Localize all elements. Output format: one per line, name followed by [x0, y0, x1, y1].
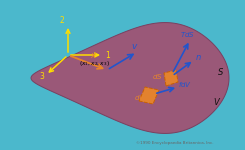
Text: 3: 3 [39, 72, 44, 81]
Text: $x$: $x$ [89, 51, 97, 60]
Text: $S$: $S$ [217, 66, 224, 77]
Text: $V$: $V$ [213, 96, 221, 107]
Polygon shape [31, 22, 229, 134]
Text: $fdV$: $fdV$ [178, 80, 192, 89]
Text: $v$: $v$ [131, 42, 138, 51]
Text: $n$: $n$ [195, 53, 202, 62]
Text: $dS$: $dS$ [152, 72, 163, 81]
Text: ©1990 Encyclopaedia Britannica, Inc.: ©1990 Encyclopaedia Britannica, Inc. [136, 141, 214, 145]
Text: $dV$: $dV$ [134, 93, 146, 102]
Text: $TdS$: $TdS$ [180, 30, 195, 39]
Polygon shape [139, 87, 159, 104]
Text: 2: 2 [60, 16, 64, 25]
Text: $(x_1,x_2,x_3)$: $(x_1,x_2,x_3)$ [79, 59, 110, 68]
Text: 1: 1 [105, 51, 110, 60]
Polygon shape [164, 70, 178, 86]
